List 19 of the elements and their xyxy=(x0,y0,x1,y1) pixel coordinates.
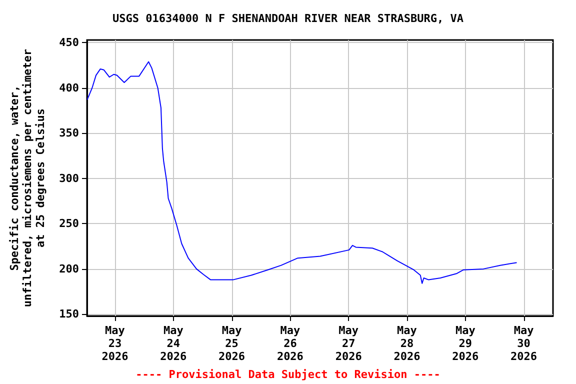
x-tick-label: May 28 2026 xyxy=(394,324,421,363)
y-tick-label: 400 xyxy=(59,81,79,94)
x-tick-label: May 27 2026 xyxy=(335,324,362,363)
y-tick-label: 150 xyxy=(59,308,79,321)
y-tick-label: 250 xyxy=(59,217,79,230)
line-series xyxy=(86,61,518,284)
y-axis-title: Specific conductance, water, unfiltered, microsiemens per centimeter at 25 degrees Celsius xyxy=(8,48,47,308)
chart-title: USGS 01634000 N F SHENANDOAH RIVER NEAR STRASBURG, VA xyxy=(112,12,464,25)
x-tick-label: May 23 2026 xyxy=(102,324,129,363)
x-tick-label: May 24 2026 xyxy=(160,324,188,363)
x-tick-label: May 25 2026 xyxy=(218,324,246,363)
y-tick-label: 450 xyxy=(59,36,79,50)
x-tick-label: May 26 2026 xyxy=(276,324,304,363)
y-tick-label: 300 xyxy=(59,172,79,185)
y-tick-label: 350 xyxy=(59,126,79,140)
text: ---- Provisional Data Subject to Revision ---- xyxy=(136,368,440,381)
y-tick-label: 200 xyxy=(59,262,79,276)
x-tick-label: May 29 2026 xyxy=(452,324,480,363)
x-tick-label: May 30 2026 xyxy=(510,324,538,363)
